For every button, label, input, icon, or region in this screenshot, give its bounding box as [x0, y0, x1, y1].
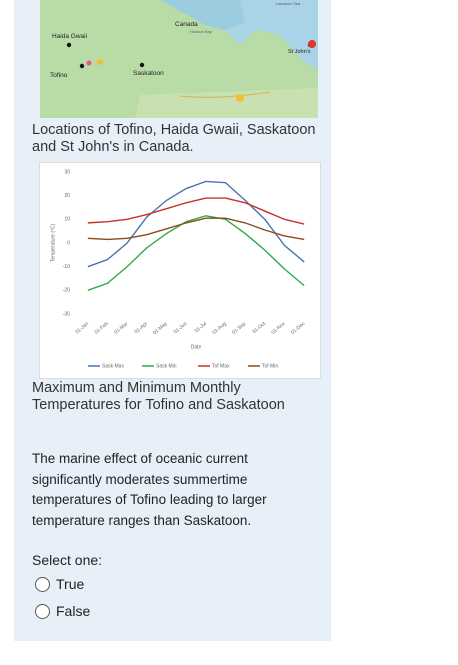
x-tick-label: 01-Aug	[211, 321, 227, 336]
x-tick-label: 01-Nov	[270, 321, 287, 336]
option-label[interactable]: True	[56, 576, 85, 592]
map-label: Haida Gwaii	[52, 33, 87, 40]
chart-caption: Maximum and Minimum Monthly Temperatures…	[32, 380, 285, 413]
chart: Temperature (ºC) Date -30 -20 -10 0 10 20 30 01…	[39, 162, 321, 379]
x-tick-label: 01-Feb	[94, 321, 110, 336]
radio[interactable]	[35, 603, 50, 619]
prompt: Select one:	[32, 552, 103, 568]
radio[interactable]	[35, 576, 50, 592]
legend-label: Tof Max	[212, 363, 230, 369]
x-tick-label: 01-Jul	[194, 321, 208, 334]
series-line	[87, 217, 305, 241]
y-tick-label: -10	[63, 264, 70, 270]
series-line	[87, 215, 305, 291]
map-image: Canada Hudson Bay Labrador Sea Haida Gwa…	[40, 0, 318, 118]
x-tick-label: 01-Oct	[252, 321, 268, 336]
x-tick-label: 01-Apr	[134, 321, 150, 335]
series-line	[87, 180, 305, 268]
map-label: St John's	[288, 49, 311, 55]
x-axis-label: Date	[191, 344, 202, 350]
legend-label: Sask Min	[156, 363, 177, 369]
map-label: Tofino	[50, 72, 68, 79]
legend-label: Sask Max	[102, 363, 124, 369]
y-tick-label: 20	[64, 193, 70, 199]
x-tick-label: 01-Sep	[231, 321, 247, 336]
x-tick-label: 01-Jun	[173, 321, 189, 336]
y-tick-label: -30	[63, 311, 70, 317]
map-label: Canada	[175, 21, 198, 28]
y-tick-label: 0	[67, 240, 70, 246]
x-tick-label: 01-Dec	[290, 321, 307, 336]
option-true[interactable]: True	[35, 576, 84, 592]
y-tick-label: 10	[64, 217, 70, 223]
map-caption: Locations of Tofino, Haida Gwaii, Saskat…	[32, 122, 316, 155]
question-text: The marine effect of oceanic current sig…	[32, 451, 267, 528]
y-tick-label: 30	[64, 169, 70, 175]
map-label: Labrador Sea	[276, 1, 301, 6]
series-line	[87, 197, 305, 225]
x-tick-label: 01-Mar	[113, 321, 129, 336]
option-label[interactable]: False	[56, 603, 91, 619]
y-tick-label: -20	[63, 288, 70, 294]
x-tick-label: 01-Jan	[74, 321, 90, 336]
option-false[interactable]: False	[35, 603, 90, 619]
y-axis-label: Temperature (ºC)	[50, 224, 56, 263]
x-tick-label: 01-May	[152, 321, 169, 337]
map-label: Hudson Bay	[190, 29, 212, 34]
map-label: Saskatoon	[133, 70, 164, 77]
legend-label: Tof Min	[262, 363, 278, 369]
